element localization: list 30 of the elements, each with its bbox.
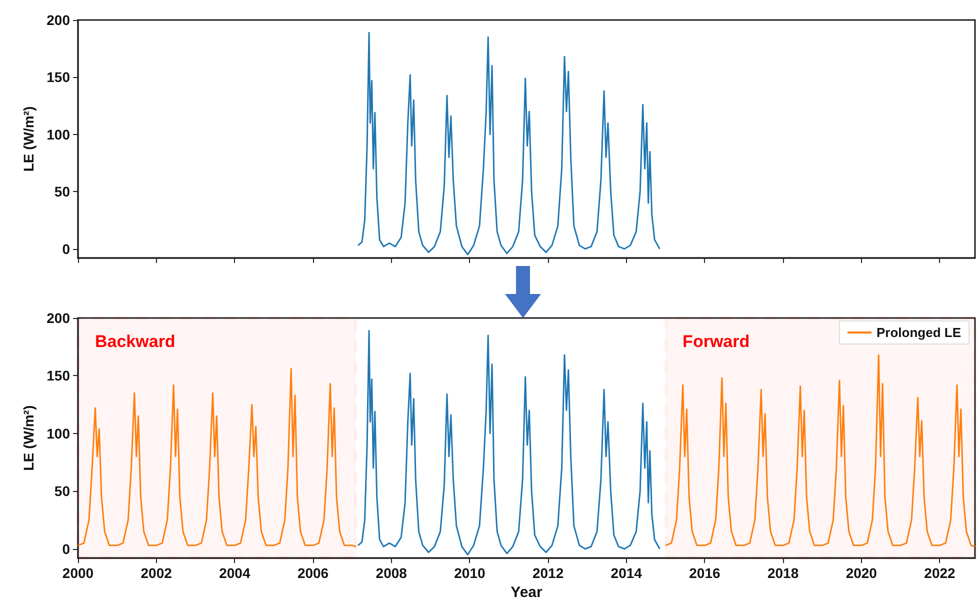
- y-tick-label: 0: [62, 540, 70, 557]
- x-tick-label: 2000: [62, 565, 94, 582]
- y-tick-label: 100: [46, 425, 70, 442]
- x-tick-label: 2022: [924, 565, 956, 582]
- x-tick-label: 2012: [532, 565, 564, 582]
- legend-label: Prolonged LE: [876, 325, 962, 340]
- y-tick-label: 200: [46, 12, 70, 28]
- x-tick-label: 2002: [140, 565, 172, 582]
- band-label: Forward: [682, 332, 750, 351]
- x-tick-label: 2006: [297, 565, 329, 582]
- x-tick-label: 2018: [767, 565, 799, 582]
- x-tick-label: 2020: [846, 565, 878, 582]
- y-tick-label: 0: [62, 240, 70, 257]
- y-tick-label: 150: [46, 368, 70, 384]
- y-tick-label: 50: [54, 184, 70, 200]
- y-tick-label: 100: [46, 126, 70, 142]
- y-tick-label: 150: [46, 69, 70, 86]
- y-tick-label: 50: [54, 483, 70, 500]
- x-tick-label: 2008: [376, 565, 408, 582]
- x-tick-label: 2014: [610, 565, 642, 582]
- y-tick-label: 200: [46, 310, 70, 326]
- x-tick-label: 2010: [454, 565, 486, 582]
- line-series: [357, 32, 660, 256]
- y-axis-title: LE (W/m²): [20, 106, 37, 172]
- line-series: [357, 330, 660, 556]
- y-axis-title: LE (W/m²): [20, 405, 37, 471]
- x-axis-title: Year: [510, 584, 543, 601]
- band-label: Backward: [95, 332, 176, 351]
- x-tick-label: 2016: [689, 565, 721, 582]
- x-tick-label: 2004: [219, 565, 250, 582]
